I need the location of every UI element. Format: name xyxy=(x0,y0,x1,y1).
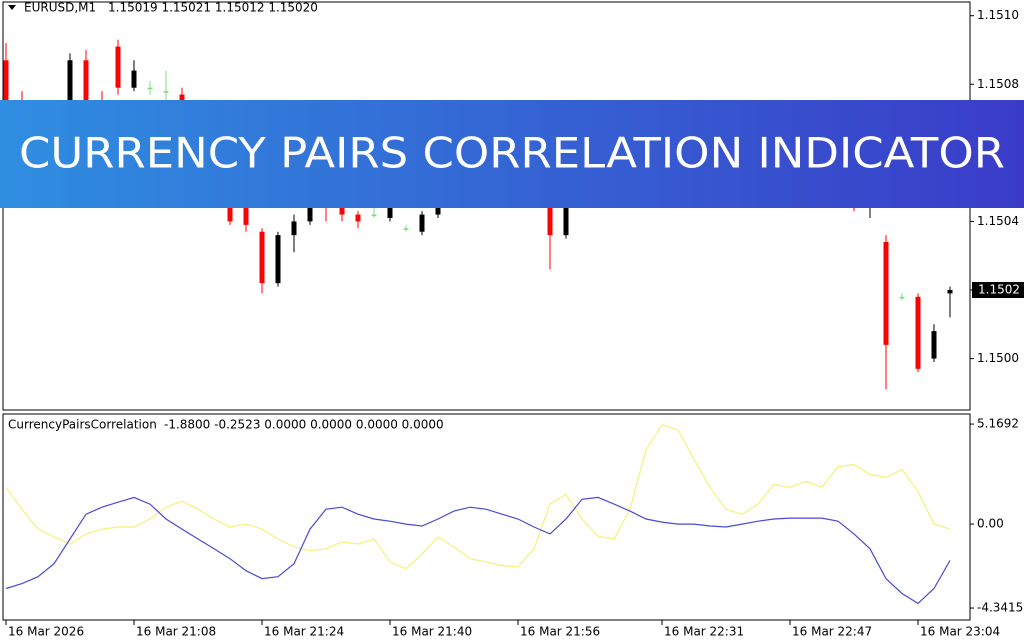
indicator-title: CurrencyPairsCorrelation xyxy=(8,418,157,432)
candle-body xyxy=(243,200,249,225)
plot-area xyxy=(3,39,953,390)
candle-body xyxy=(275,235,281,284)
banner-title: CURRENCY PAIRS CORRELATION INDICATOR xyxy=(19,129,1005,178)
indicator-values: -1.8800 -0.2523 0.0000 0.0000 0.0000 0.0… xyxy=(164,418,444,432)
y-tick-label: 0.00 xyxy=(977,517,1004,531)
frame: EURUSD,M1 1.15019 1.15021 1.15012 1.1502… xyxy=(2,1,971,621)
candle-body xyxy=(131,70,137,88)
x-tick-label: 16 Mar 21:56 xyxy=(520,625,600,639)
candle-body xyxy=(115,46,121,88)
y-tick-label: 1.1500 xyxy=(977,351,1019,365)
candle-body xyxy=(83,60,89,102)
x-tick-label: 16 Mar 21:08 xyxy=(136,625,216,639)
candle-body xyxy=(67,60,73,133)
candle-body xyxy=(947,290,953,294)
indicator-line xyxy=(5,496,951,605)
candle-body xyxy=(163,91,169,93)
candle-body xyxy=(419,214,425,232)
x-tick-label: 16 Mar 21:40 xyxy=(392,625,472,639)
candle-body xyxy=(403,228,409,230)
indicator-panel: 5.1692 0.00 -4.3415 xyxy=(5,417,1023,615)
banner: CURRENCY PAIRS CORRELATION INDICATOR xyxy=(0,100,1024,208)
candle-body xyxy=(931,331,937,359)
symbol-title: EURUSD,M1 xyxy=(24,1,96,15)
candle-body xyxy=(899,296,905,299)
y-tick-label: 1.1510 xyxy=(977,8,1019,22)
banner-background xyxy=(0,100,1024,208)
x-tick-label: 16 Mar 22:47 xyxy=(792,625,872,639)
plot-area xyxy=(5,424,951,605)
candle-body xyxy=(291,221,297,236)
y-tick-label: 5.1692 xyxy=(977,417,1019,431)
x-tick-label: 16 Mar 23:04 xyxy=(920,625,1000,639)
x-tick-label: 16 Mar 2026 xyxy=(8,625,84,639)
candle-body xyxy=(147,87,153,90)
indicator-frame xyxy=(2,413,971,621)
collapse-arrow[interactable] xyxy=(8,5,16,10)
y-tick-label: -4.3415 xyxy=(977,601,1023,615)
y-tick-label: 1.1508 xyxy=(977,77,1019,91)
time-axis: 16 Mar 2026 16 Mar 21:08 16 Mar 21:24 16 Ma… xyxy=(5,620,1000,639)
x-tick-label: 16 Mar 22:31 xyxy=(664,625,744,639)
candle-body xyxy=(259,231,265,284)
candle-body xyxy=(387,200,393,218)
candle-body xyxy=(883,242,889,345)
last-price-label: 1.1502 xyxy=(978,283,1020,297)
last-price-box xyxy=(972,282,1024,298)
x-tick-label: 16 Mar 21:24 xyxy=(264,625,344,639)
candle-body xyxy=(3,60,9,119)
y-tick-label: 1.1504 xyxy=(977,214,1019,228)
candle-body xyxy=(547,200,553,236)
candle-body xyxy=(915,296,921,369)
indicator-line xyxy=(5,424,951,570)
candle-body xyxy=(371,214,377,217)
ohlc-values: 1.15019 1.15021 1.15012 1.15020 xyxy=(108,1,318,15)
candle-body xyxy=(355,214,361,222)
